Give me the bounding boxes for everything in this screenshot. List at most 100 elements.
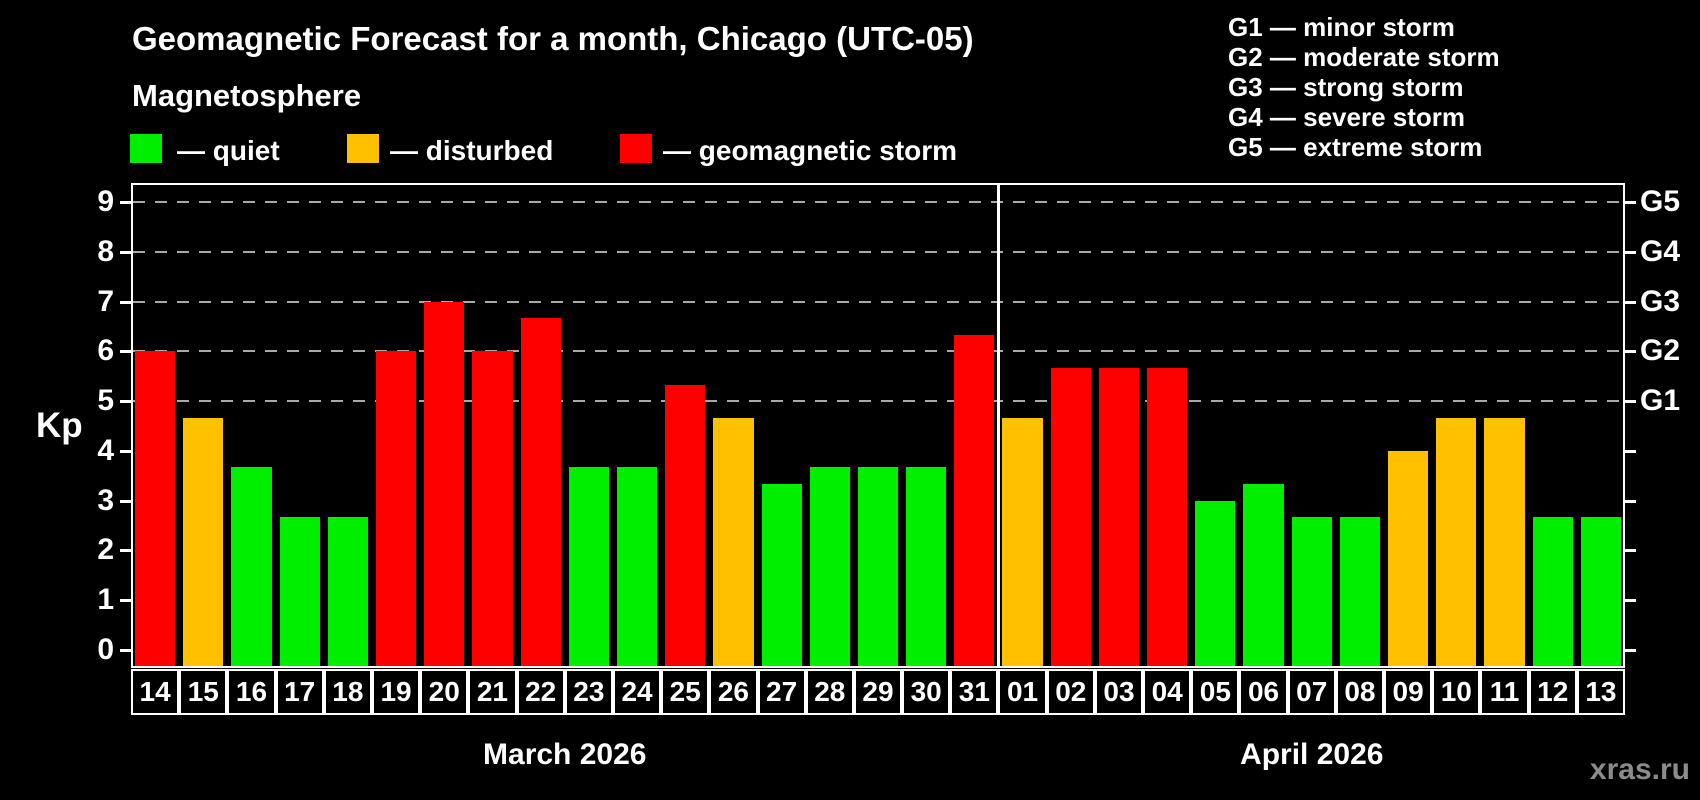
g-axis-label-g4: G4 [1640, 234, 1681, 268]
gridline-kp5 [133, 400, 1623, 403]
g-axis-label-g2: G2 [1640, 334, 1681, 368]
date-box-11: 11 [1480, 669, 1529, 715]
disturbed-color-swatch-icon [347, 134, 379, 163]
date-box-18: 18 [323, 669, 372, 715]
y-axis-label-0: 0 [97, 633, 114, 666]
g-axis-label-g3: G3 [1640, 284, 1681, 318]
kp-bar-15 [183, 417, 224, 666]
y-axis-tick-left-7 [120, 300, 131, 304]
y-axis-tick-left-2 [120, 549, 131, 553]
y-axis-label-4: 4 [97, 433, 114, 467]
kp-bar-21 [472, 351, 513, 666]
g4-legend-line: G4 — severe storm [1228, 102, 1466, 132]
kp-bar-02 [1050, 367, 1091, 666]
kp-bar-28 [809, 467, 850, 666]
date-box-01: 01 [998, 669, 1047, 715]
y-axis-tick-left-0 [120, 649, 131, 652]
y-axis-tick-right-9 [1625, 200, 1636, 204]
quiet-color-swatch-icon [130, 134, 162, 163]
date-box-28: 28 [805, 669, 854, 715]
kp-bar-24 [616, 467, 658, 666]
y-axis-label-7: 7 [97, 284, 114, 318]
gridline-kp9 [133, 200, 1623, 203]
y-axis-tick-right-4 [1625, 449, 1636, 453]
kp-bar-23 [568, 467, 609, 666]
date-box-24: 24 [612, 669, 662, 715]
y-axis-tick-right-2 [1625, 549, 1636, 553]
kp-bar-12 [1532, 517, 1573, 666]
date-box-25: 25 [661, 669, 710, 715]
y-axis-label-2: 2 [97, 533, 114, 567]
date-box-19: 19 [371, 669, 421, 715]
kp-bar-03 [1098, 367, 1140, 666]
kp-bar-14 [135, 351, 176, 666]
date-box-23: 23 [564, 669, 613, 715]
kp-bar-30 [906, 467, 947, 666]
date-box-06: 06 [1239, 669, 1288, 715]
y-axis-tick-right-3 [1625, 499, 1636, 503]
date-box-02: 02 [1046, 669, 1095, 715]
date-box-29: 29 [853, 669, 903, 715]
date-box-14: 14 [131, 669, 180, 715]
y-axis-tick-right-0 [1625, 649, 1636, 652]
kp-bar-20 [424, 301, 465, 666]
storm-color-swatch-icon [620, 134, 652, 163]
kp-bar-29 [857, 467, 899, 666]
y-axis-label-6: 6 [97, 334, 114, 368]
kp-bar-06 [1243, 484, 1284, 666]
y-axis-label-1: 1 [97, 583, 114, 617]
quiet-legend-label: — quiet [177, 135, 280, 166]
kp-bar-13 [1580, 517, 1621, 666]
gridline-kp6 [133, 350, 1623, 353]
kp-bar-22 [520, 317, 561, 666]
date-box-03: 03 [1094, 669, 1144, 715]
kp-bar-18 [327, 517, 368, 666]
date-box-27: 27 [757, 669, 806, 715]
date-box-31: 31 [950, 669, 999, 715]
y-axis-tick-left-5 [120, 400, 131, 404]
y-axis-tick-left-4 [120, 449, 131, 453]
date-box-07: 07 [1287, 669, 1336, 715]
kp-bar-11 [1484, 417, 1525, 666]
date-box-20: 20 [420, 669, 469, 715]
kp-bar-31 [954, 334, 995, 666]
kp-bar-04 [1147, 367, 1188, 666]
kp-bar-27 [761, 484, 802, 666]
y-axis-tick-left-8 [120, 250, 131, 254]
date-box-17: 17 [275, 669, 324, 715]
y-axis-label-5: 5 [97, 384, 114, 418]
date-box-21: 21 [468, 669, 517, 715]
y-axis-tick-right-1 [1625, 599, 1636, 603]
date-box-30: 30 [902, 669, 951, 715]
date-box-16: 16 [227, 669, 276, 715]
y-axis-tick-left-3 [120, 499, 131, 503]
date-box-12: 12 [1528, 669, 1577, 715]
date-box-22: 22 [516, 669, 565, 715]
date-box-09: 09 [1384, 669, 1433, 715]
date-box-10: 10 [1432, 669, 1481, 715]
gridline-kp8 [133, 250, 1623, 253]
kp-bar-26 [713, 417, 754, 666]
date-box-13: 13 [1576, 669, 1625, 715]
month-label-1: April 2026 [1240, 738, 1384, 771]
y-axis-label-8: 8 [97, 234, 114, 268]
kp-bar-07 [1291, 517, 1332, 666]
kp-bar-01 [1002, 417, 1043, 666]
y-axis-tick-right-5 [1625, 400, 1636, 404]
storm-legend-label: — geomagnetic storm [663, 135, 958, 166]
month-label-0: March 2026 [483, 738, 647, 771]
magnetosphere-label: Magnetosphere [132, 78, 362, 113]
date-box-04: 04 [1143, 669, 1192, 715]
g-axis-label-g5: G5 [1640, 184, 1681, 218]
kp-bar-05 [1195, 500, 1236, 666]
date-box-26: 26 [709, 669, 758, 715]
month-separator [997, 185, 1001, 666]
page-title: Geomagnetic Forecast for a month, Chicag… [132, 20, 974, 57]
y-axis-tick-left-9 [120, 200, 131, 204]
g5-legend-line: G5 — extreme storm [1228, 132, 1483, 162]
kp-bar-17 [279, 517, 320, 666]
g-axis-label-g1: G1 [1640, 384, 1681, 418]
g1-legend-line: G1 — minor storm [1228, 12, 1455, 42]
y-axis-tick-right-6 [1625, 350, 1636, 354]
